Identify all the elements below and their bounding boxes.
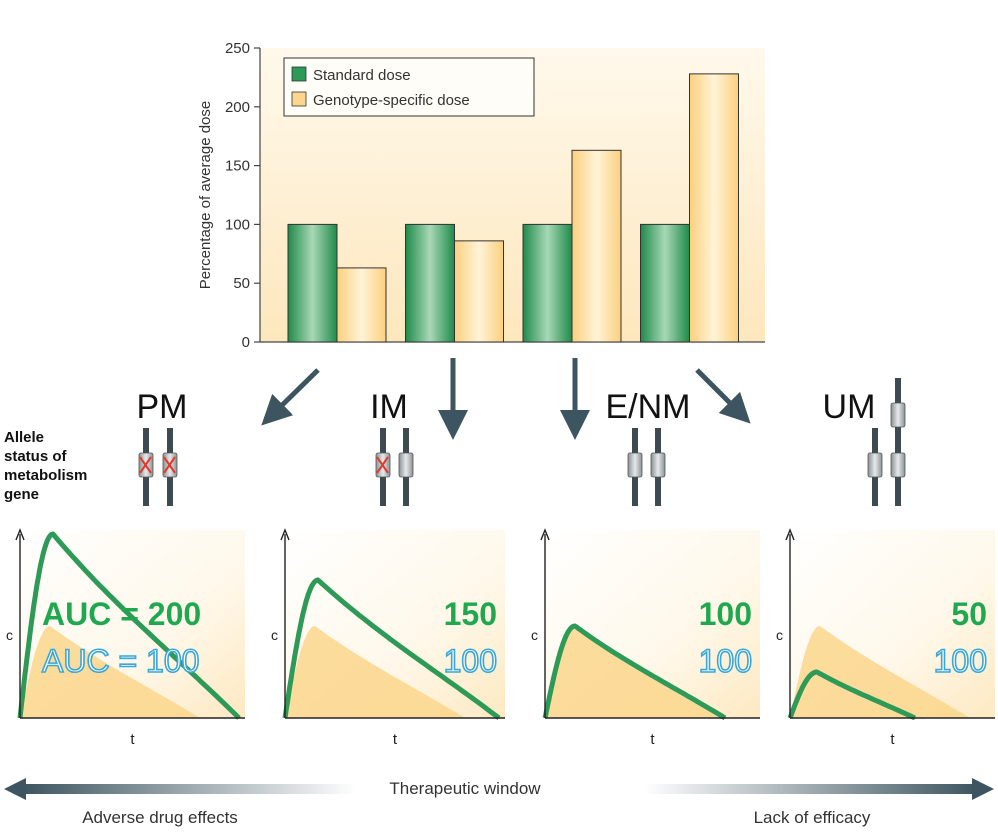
genotype-specific-dose-bar-enm	[571, 149, 622, 343]
y-tick-label: 200	[225, 99, 250, 116]
chromosomes-im	[375, 428, 414, 506]
standard-dose-curve	[282, 577, 501, 720]
arrow-left-icon	[4, 778, 26, 800]
chromosomes-enm	[627, 428, 666, 506]
t-axis-label: t	[890, 731, 895, 748]
genotype-specific-dose-bar-um	[689, 73, 739, 343]
chromosomes-um	[867, 378, 906, 506]
allele-label-line: gene	[4, 486, 39, 503]
pk-panel-pm: c t AUC = 200 AUC = 100	[6, 528, 245, 748]
auc-specific-label: AUC = 100	[42, 643, 199, 679]
phenotype-label-enm: E/NM	[606, 388, 691, 426]
t-axis-label: t	[650, 731, 655, 748]
bar-chart: 0 50 100 150 200 250 Percentage of average do…	[197, 40, 765, 351]
y-tick-label: 150	[225, 158, 250, 175]
genotype-specific-dose-bar-pm	[336, 267, 387, 343]
y-tick-label: 250	[225, 40, 250, 57]
auc-specific-label: 100	[699, 643, 752, 679]
y-tick-label: 0	[242, 334, 250, 351]
legend: Standard dose Genotype-specific dose	[283, 57, 535, 117]
legend-swatch-genotype	[291, 91, 307, 107]
adverse-effects-label: Adverse drug effects	[82, 808, 238, 827]
mutation-x-icon	[139, 456, 152, 474]
legend-label-genotype: Genotype-specific dose	[313, 92, 470, 109]
phenotype-label-pm: PM	[137, 388, 188, 426]
therapeutic-window-label: Therapeutic window	[389, 779, 541, 798]
axis-arrow-icon	[280, 528, 290, 541]
legend-swatch-standard	[291, 66, 307, 82]
t-axis-label: t	[393, 731, 398, 748]
auc-specific-label: 100	[444, 643, 497, 679]
pk-panel-im: c t 150 100	[271, 528, 505, 748]
auc-standard-label: 50	[951, 596, 987, 632]
auc-standard-label: 100	[699, 596, 752, 632]
mutation-x-icon	[163, 456, 176, 474]
axis-arrow-icon	[785, 528, 795, 541]
standard-dose-bar-um	[640, 223, 690, 343]
phenotype-label-um: UM	[823, 388, 876, 426]
auc-standard-label: 150	[444, 596, 497, 632]
pk-panel-enm: c t 100 100	[531, 528, 760, 748]
standard-dose-bar-im	[405, 223, 455, 343]
c-axis-label: c	[6, 627, 13, 643]
c-axis-label: c	[531, 627, 538, 643]
arrow-um	[695, 368, 751, 424]
pk-panels: c t AUC = 200 AUC = 100 c t 150 100 c t 100 100 c t 50…	[6, 528, 995, 748]
standard-dose-curve	[787, 669, 917, 721]
phenotype-arrows	[261, 358, 751, 440]
c-axis-label: c	[776, 627, 783, 643]
standard-dose-bar-pm	[287, 223, 338, 343]
legend-label-standard: Standard dose	[313, 67, 411, 84]
standard-dose-curve	[542, 623, 727, 721]
t-axis-label: t	[130, 731, 135, 748]
genotype-specific-dose-bar-im	[454, 240, 504, 343]
axis-arrow-icon	[15, 528, 25, 541]
lack-of-efficacy-label: Lack of efficacy	[754, 808, 871, 827]
mutation-x-icon	[376, 456, 389, 474]
standard-dose-bar-enm	[522, 223, 573, 343]
therapeutic-window: Therapeutic window Adverse drug effects …	[4, 774, 994, 827]
pk-panel-um: c t 50 100	[776, 528, 995, 748]
genotype-specific-curve-area	[545, 626, 725, 718]
standard-dose-curve	[17, 531, 241, 720]
chromosomes-pm	[138, 428, 178, 506]
y-axis-label: Percentage of average dose	[197, 101, 214, 289]
allele-label-line: Allele	[4, 429, 44, 446]
y-tick-label: 100	[225, 216, 250, 233]
allele-status-label: Allele status of metabolism gene	[4, 429, 87, 503]
genotype-specific-curve-area	[20, 626, 200, 718]
auc-standard-label: AUC = 200	[42, 596, 201, 632]
genotype-specific-curve-area	[790, 626, 970, 718]
auc-specific-label: 100	[934, 643, 987, 679]
phenotype-label-im: IM	[370, 388, 408, 426]
allele-label-line: status of	[4, 448, 68, 465]
axis-arrow-icon	[540, 528, 550, 541]
arrow-pm	[261, 368, 320, 426]
allele-label-line: metabolism	[4, 467, 87, 484]
y-tick-label: 50	[233, 275, 250, 292]
genotype-specific-curve-area	[285, 626, 465, 718]
arrow-right-icon	[972, 778, 994, 800]
c-axis-label: c	[271, 627, 278, 643]
